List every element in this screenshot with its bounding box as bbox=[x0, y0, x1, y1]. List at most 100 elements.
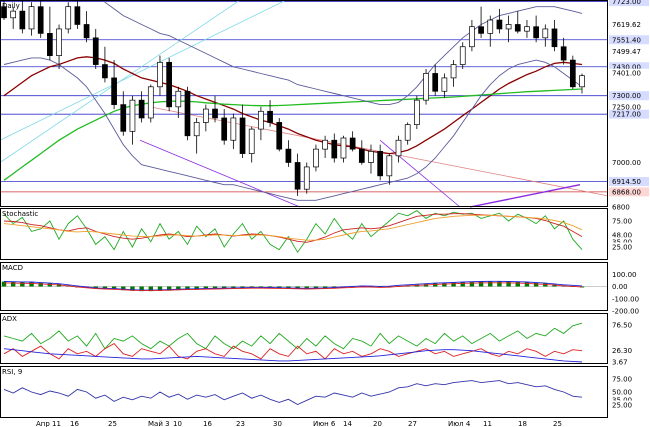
macd-bar bbox=[121, 286, 126, 291]
candle-body bbox=[414, 99, 420, 125]
candle-body bbox=[459, 46, 466, 65]
macd-bar bbox=[460, 282, 465, 287]
panel-label-adx: ADX bbox=[2, 315, 17, 323]
candle-body bbox=[221, 117, 228, 141]
candle-body bbox=[184, 90, 191, 137]
y-tick-label: 35.00 bbox=[612, 396, 632, 404]
panel-border bbox=[0, 366, 608, 418]
candle-body bbox=[358, 148, 365, 163]
y-tick-bg bbox=[609, 216, 649, 226]
candle-body bbox=[331, 139, 338, 159]
candle-body bbox=[377, 151, 384, 177]
y-tick-label: 50.00 bbox=[612, 389, 632, 397]
candle-body bbox=[258, 110, 264, 130]
candle-body bbox=[441, 77, 448, 92]
macd-bar bbox=[148, 286, 153, 292]
y-tick-bg bbox=[609, 387, 649, 397]
panel-border bbox=[0, 0, 608, 207]
y-tick-label: 7723.00 bbox=[612, 0, 641, 6]
macd-bar bbox=[524, 282, 530, 287]
candle-body bbox=[560, 46, 567, 61]
candle-body bbox=[74, 6, 81, 25]
y-tick-label: 7499.47 bbox=[612, 48, 641, 56]
panel-background bbox=[0, 366, 608, 418]
candle-body bbox=[285, 148, 292, 163]
y-tick-label: 48.00 bbox=[612, 232, 632, 240]
y-tick-label: 25.00 bbox=[612, 244, 632, 252]
y-tick-label: 6868.00 bbox=[612, 188, 641, 196]
y-tick-label: 75.00 bbox=[612, 218, 632, 226]
trend-line-cyan bbox=[0, 0, 288, 141]
candle-body bbox=[1, 6, 7, 19]
series-adx_red bbox=[3, 343, 583, 360]
candle-body bbox=[313, 148, 319, 168]
price-panel[interactable]: Daily bbox=[0, 0, 609, 208]
y-tick-label: 35.00 bbox=[612, 238, 632, 246]
macd-bar bbox=[29, 282, 34, 287]
x-tick-label: Июн 6 bbox=[313, 420, 336, 427]
series-k_green bbox=[3, 210, 583, 254]
panel-border bbox=[0, 262, 608, 311]
y-tick-bg bbox=[609, 102, 649, 112]
series-ma_long bbox=[3, 88, 583, 181]
macd-bar bbox=[185, 286, 190, 290]
panel-label-macd: MACD bbox=[2, 264, 23, 272]
candle-body bbox=[505, 24, 512, 30]
candle-body bbox=[368, 151, 374, 163]
candle-body bbox=[129, 99, 136, 132]
candle-body bbox=[56, 28, 62, 56]
y-tick-bg bbox=[609, 346, 649, 356]
candle-body bbox=[37, 6, 44, 34]
series-bollinger_upper bbox=[101, 0, 583, 106]
candle-body bbox=[487, 19, 494, 34]
macd-bar bbox=[194, 286, 199, 290]
candle-body bbox=[120, 104, 127, 132]
y-tick-label: -100.00 bbox=[612, 295, 639, 303]
candle-body bbox=[175, 90, 182, 108]
candle-body bbox=[496, 19, 503, 30]
macd-panel[interactable]: MACD bbox=[0, 262, 608, 311]
y-tick-label: 6914.50 bbox=[612, 178, 641, 186]
candle-body bbox=[157, 61, 163, 88]
y-tick-bg bbox=[609, 91, 649, 101]
candle-body bbox=[404, 124, 411, 141]
y-tick-bg bbox=[609, 400, 649, 410]
candle-body bbox=[533, 26, 539, 39]
candle-body bbox=[102, 64, 108, 79]
candle-body bbox=[92, 37, 99, 65]
y-tick-label: 100.00 bbox=[612, 271, 637, 279]
candle-body bbox=[349, 137, 356, 150]
panel-border bbox=[0, 208, 608, 260]
macd-bar bbox=[139, 286, 144, 292]
series-bollinger_lower bbox=[3, 57, 583, 201]
candle-body bbox=[10, 10, 17, 19]
panel-border bbox=[0, 313, 608, 364]
macd-bar bbox=[579, 286, 585, 288]
y-tick-bg bbox=[609, 0, 649, 7]
series-rsi bbox=[3, 380, 583, 406]
y-tick-bg bbox=[609, 20, 649, 30]
x-tick-label: 20 bbox=[373, 420, 382, 427]
x-tick-label: 25 bbox=[108, 420, 117, 427]
macd-bar bbox=[533, 282, 539, 287]
y-tick-label: 76.50 bbox=[612, 321, 632, 329]
macd-bar bbox=[488, 281, 493, 287]
candle-body bbox=[469, 26, 475, 48]
y-tick-label: 26.30 bbox=[612, 347, 632, 355]
candle-body bbox=[193, 122, 200, 137]
series-orange bbox=[3, 214, 583, 241]
adx-panel[interactable]: ADX bbox=[0, 313, 608, 364]
panel-background bbox=[0, 313, 608, 364]
candle-body bbox=[569, 59, 576, 88]
macd-signal-line bbox=[3, 282, 583, 292]
candle-body bbox=[147, 86, 154, 119]
candle-body bbox=[303, 166, 310, 190]
candle-body bbox=[276, 122, 283, 150]
rsi-panel[interactable]: RSI, 9 bbox=[0, 366, 608, 418]
y-tick-label: 7401.00 bbox=[612, 70, 641, 78]
stochastic-panel[interactable]: Stochastic bbox=[0, 208, 608, 260]
candle-body bbox=[524, 26, 530, 32]
macd-bar bbox=[102, 286, 108, 290]
